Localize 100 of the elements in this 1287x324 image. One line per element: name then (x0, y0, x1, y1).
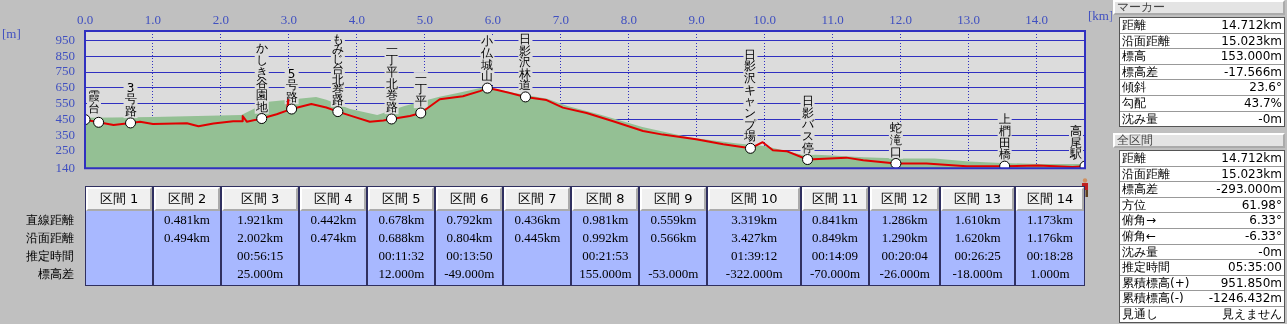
text: 0.792km (446, 212, 493, 227)
text: 1.290km (881, 230, 928, 245)
x-tick-label: 12.0 (889, 11, 913, 27)
category-label: 俯角→ (1122, 213, 1157, 228)
x-tick-label: 5.0 (416, 11, 433, 27)
y-axis-title: [m] (2, 26, 21, 42)
text: -17.566m (1223, 64, 1282, 79)
x-tick-label: 8.0 (620, 11, 637, 27)
point (256, 113, 268, 125)
y-tick-label: 140 (55, 159, 75, 175)
annotation: 小仏城山 (480, 34, 495, 84)
text: 3.427km (731, 230, 778, 245)
annotation: 霞台 (88, 89, 100, 115)
x-tick-label: 2.0 (212, 11, 230, 27)
category-label: 標高 (1122, 49, 1146, 64)
point (332, 106, 344, 118)
category-label: 沈み量 (1122, 244, 1158, 259)
text: 61.98° (1241, 197, 1282, 212)
text: 15.023km (1221, 33, 1282, 48)
text: 1.000m (1030, 266, 1070, 281)
category-label: 沿面距離 (26, 231, 74, 245)
y-tick-label: 350 (55, 126, 75, 142)
y-tick-label: 950 (55, 31, 75, 47)
text: 0.559km (650, 212, 697, 227)
annotation: 上椚田橋 (998, 112, 1011, 162)
category-label: 区間 3 (222, 187, 299, 211)
text: 00:21:53 (582, 248, 629, 263)
text: 0.981km (582, 212, 629, 227)
x-tick-label: 3.0 (280, 11, 298, 27)
category-label: 区間 2 (154, 187, 220, 211)
text: -293.000m (1216, 182, 1282, 197)
category-label: 区間 10 (708, 187, 800, 211)
x-tick-label: 13.0 (957, 11, 981, 27)
text: 1.173km (1027, 212, 1073, 227)
category-label: 傾斜 (1122, 80, 1146, 95)
text: 25.000m (237, 266, 284, 281)
category-label: 標高差 (38, 267, 74, 281)
point (744, 142, 756, 154)
category-label: 沿面距離 (1122, 33, 1170, 48)
text: 00:14:09 (811, 248, 859, 263)
text: 0.992km (582, 230, 629, 245)
text: 3.319km (731, 212, 778, 227)
annotation: 5号路 (285, 66, 298, 105)
text: 05:35:00 (1228, 260, 1282, 275)
category-label: 沿面距離 (1122, 166, 1170, 181)
text: 14.712km (1221, 18, 1282, 32)
annotation: 日影沢林道 (518, 32, 532, 93)
y-tick-label: 250 (55, 142, 75, 158)
text: -0m (1258, 111, 1282, 126)
category-label: 累積標高(+) (1122, 275, 1190, 290)
text: 0.849km (812, 230, 858, 245)
text: 1.620km (954, 230, 1001, 245)
text: 0.678km (378, 212, 425, 227)
y-tick-label: 750 (55, 63, 75, 79)
x-tick-label: 7.0 (552, 11, 569, 27)
text: -0m (1258, 244, 1282, 259)
annotation: 高尾駅 (1069, 123, 1082, 162)
text: 2.002km (237, 230, 284, 245)
text: 0.474km (310, 230, 357, 245)
text: 0.804km (446, 230, 493, 245)
text: 0.445km (514, 230, 561, 245)
point (125, 117, 137, 129)
x-tick-label: 0.0 (76, 11, 94, 27)
text: 0.442km (310, 212, 357, 227)
text: 00:18:28 (1026, 248, 1074, 263)
category-label: 区間 5 (368, 187, 435, 211)
text: 0.688km (378, 230, 425, 245)
text: -70.000m (809, 266, 861, 281)
point (802, 154, 814, 166)
point (890, 157, 902, 169)
y-tick-label: 650 (55, 79, 75, 95)
text: 01:39:12 (731, 248, 778, 263)
text: -18.000m (952, 266, 1003, 281)
category-label: 区間 14 (1015, 187, 1084, 211)
text: -322.000m (725, 266, 783, 281)
x-tick-label: 6.0 (484, 11, 501, 27)
annotation: 日影沢キャンプ場 (743, 47, 758, 144)
category-label: 区間 4 (300, 187, 367, 211)
text: 12.000m (378, 266, 425, 281)
text: 0.841km (812, 212, 858, 227)
point (286, 103, 298, 115)
y-tick-label: 850 (55, 47, 75, 63)
text: 43.7% (1243, 95, 1282, 110)
point (93, 116, 105, 128)
category-label: 標高差 (1122, 182, 1158, 197)
text: 0.494km (164, 230, 210, 245)
annotation: かしき谷園地 (254, 41, 268, 114)
text: 0.436km (514, 212, 561, 227)
category-label: 区間 7 (504, 187, 571, 211)
text: 23.6° (1249, 80, 1282, 95)
point (519, 91, 531, 103)
text: 0.481km (164, 212, 210, 227)
text: 00:20:04 (881, 248, 928, 263)
x-tick-label: 1.0 (144, 11, 162, 27)
category-label: 勾配 (1122, 95, 1146, 110)
text: -1246.432m (1208, 291, 1282, 306)
text: 1.176km (1027, 230, 1073, 245)
category-label: 区間 9 (640, 187, 707, 211)
text: 1.610km (954, 212, 1001, 227)
y-tick-label: 550 (55, 94, 75, 110)
